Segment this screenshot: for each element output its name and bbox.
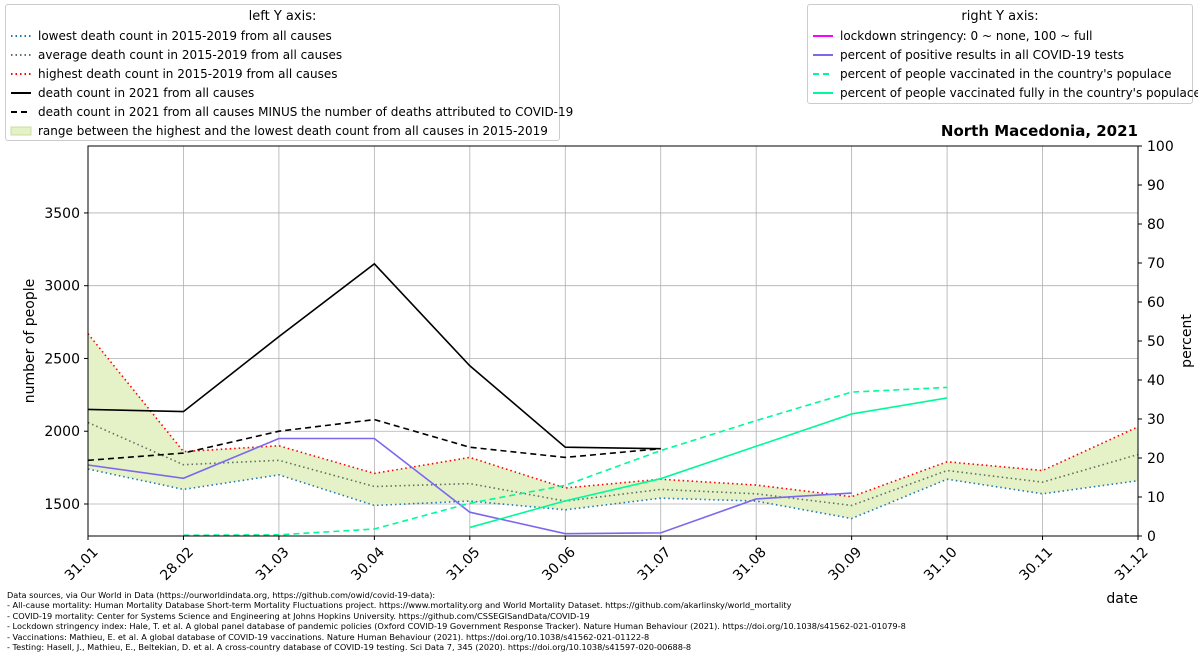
legend-item: highest death count in 2015-2019 from al…	[6, 64, 559, 83]
y-left-tick-label: 3500	[44, 206, 80, 222]
y-right-tick-label: 100	[1147, 139, 1174, 155]
legend-left: left Y axis: lowest death count in 2015-…	[5, 4, 573, 141]
source-line: Data sources, via Our World in Data (htt…	[7, 590, 436, 600]
series-left-line-3	[87, 262, 661, 450]
legend-swatch	[813, 34, 833, 37]
y-right-tick-label: 10	[1147, 490, 1165, 506]
y-right-tick-label: 80	[1147, 217, 1165, 233]
y-right-tick-label: 0	[1147, 529, 1156, 545]
x-tick-label: 31.10	[921, 544, 961, 584]
legend-item: death count in 2021 from all causes MINU…	[6, 102, 573, 121]
x-tick-label: 31.12	[1112, 544, 1152, 584]
y-left-axis-label: number of people	[22, 279, 38, 404]
x-tick-label: 31.08	[730, 544, 770, 584]
series-left-line-4	[87, 418, 661, 462]
data-sources-footnote: Data sources, via Our World in Data (htt…	[7, 590, 906, 652]
x-tick-label: 31.05	[444, 544, 484, 584]
x-tick-label: 31.01	[62, 544, 102, 584]
legend-item: range between the highest and the lowest…	[6, 121, 559, 140]
legend-swatch	[813, 72, 833, 75]
legend-swatch	[11, 72, 31, 75]
legend-left-title: left Y axis:	[248, 9, 317, 24]
legend-label: highest death count in 2015-2019 from al…	[38, 66, 338, 81]
legend-item: lowest death count in 2015-2019 from all…	[6, 26, 559, 45]
legend-label: percent of positive results in all COVID…	[840, 47, 1124, 62]
legend-item: percent of positive results in all COVID…	[808, 45, 1192, 64]
chart-title: North Macedonia, 2021	[940, 122, 1138, 140]
y-right-axis-label: percent	[1179, 314, 1195, 368]
x-tick-label: 30.06	[539, 544, 579, 584]
source-line: - Testing: Hasell, J., Mathieu, E., Belt…	[7, 642, 692, 653]
legend-label: death count in 2021 from all causes	[38, 85, 255, 100]
series-right-line-3	[469, 397, 948, 529]
y-right-tick-label: 90	[1147, 178, 1165, 194]
y-left-tick-label: 2500	[44, 351, 80, 367]
series-left-line-1	[87, 421, 1139, 507]
y-right-tick-label: 30	[1147, 412, 1165, 428]
y-right-tick-label: 70	[1147, 256, 1165, 272]
legend-item: percent of people vaccinated in the coun…	[808, 64, 1192, 83]
legend-label: death count in 2021 from all causes MINU…	[38, 104, 574, 119]
legend-item: percent of people vaccinated fully in th…	[808, 83, 1198, 102]
legend-item: average death count in 2015-2019 from al…	[6, 45, 559, 64]
y-right-tick-label: 60	[1147, 295, 1165, 311]
y-left-tick-label: 2000	[44, 424, 80, 440]
y-right-tick-label: 50	[1147, 334, 1165, 350]
x-tick-label: 30.04	[348, 544, 388, 584]
x-tick-label: 30.11	[1016, 544, 1056, 584]
legend-swatch	[11, 53, 31, 56]
legend-label: range between the highest and the lowest…	[38, 123, 548, 138]
x-tick-label: 31.07	[635, 544, 675, 584]
source-line: - Vaccinations: Mathieu, E. et al. A glo…	[7, 631, 650, 642]
legend-swatch	[11, 91, 31, 94]
series-right-line-1	[87, 437, 852, 535]
legend-label: percent of people vaccinated in the coun…	[840, 66, 1172, 81]
legend-swatch	[11, 34, 31, 37]
range-band	[88, 333, 1138, 519]
legend-item: death count in 2021 from all causes	[6, 83, 559, 102]
x-axis-label: date	[1106, 591, 1138, 607]
legend-label: average death count in 2015-2019 from al…	[38, 47, 343, 62]
x-tick-label: 31.03	[253, 544, 293, 584]
y-right-tick-label: 40	[1147, 373, 1165, 389]
y-left-tick-label: 1500	[44, 497, 80, 513]
legend-swatch	[11, 110, 31, 113]
legend-swatch	[813, 53, 833, 56]
source-line: - COVID-19 mortality: Center for Systems…	[7, 610, 590, 621]
legend-label: percent of people vaccinated fully in th…	[840, 85, 1198, 100]
legend-label: lowest death count in 2015-2019 from all…	[38, 28, 332, 43]
source-line: - All-cause mortality: Human Mortality D…	[7, 600, 792, 611]
x-tick-label: 28.02	[157, 544, 197, 584]
series-right-line-2	[183, 386, 948, 537]
legend-right-title: right Y axis:	[961, 9, 1039, 24]
x-tick-label: 30.09	[826, 544, 866, 584]
legend-item: lockdown stringency: 0 ~ none, 100 ~ ful…	[808, 26, 1192, 45]
y-left-tick-label: 3000	[44, 279, 80, 295]
legend-label: lockdown stringency: 0 ~ none, 100 ~ ful…	[840, 28, 1093, 43]
y-right-tick-label: 20	[1147, 451, 1165, 467]
legend-swatch	[813, 91, 833, 94]
legend-right: right Y axis: lockdown stringency: 0 ~ n…	[807, 4, 1198, 104]
legend-swatch	[10, 126, 32, 135]
source-line: - Lockdown stringency index: Hale, T. et…	[7, 621, 906, 632]
